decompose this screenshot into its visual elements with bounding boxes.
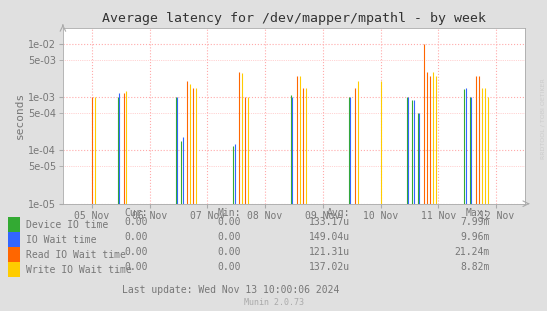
Text: 149.04u: 149.04u (309, 232, 350, 242)
Text: Max:: Max: (466, 208, 490, 218)
Text: IO Wait time: IO Wait time (26, 235, 97, 245)
Text: Cur:: Cur: (124, 208, 148, 218)
Text: 0.00: 0.00 (217, 217, 241, 227)
Text: 0.00: 0.00 (124, 262, 148, 272)
Text: Device IO time: Device IO time (26, 220, 108, 230)
Text: 0.00: 0.00 (124, 247, 148, 257)
Text: Last update: Wed Nov 13 10:00:06 2024: Last update: Wed Nov 13 10:00:06 2024 (122, 285, 339, 295)
Text: Min:: Min: (217, 208, 241, 218)
Text: Write IO Wait time: Write IO Wait time (26, 265, 132, 275)
Y-axis label: seconds: seconds (15, 92, 25, 139)
Text: 137.02u: 137.02u (309, 262, 350, 272)
Text: Read IO Wait time: Read IO Wait time (26, 250, 126, 260)
Text: RRDTOOL / TOBI OETIKER: RRDTOOL / TOBI OETIKER (540, 78, 546, 159)
Text: Munin 2.0.73: Munin 2.0.73 (243, 298, 304, 307)
Text: 8.82m: 8.82m (460, 262, 490, 272)
Text: 0.00: 0.00 (217, 262, 241, 272)
Text: 133.17u: 133.17u (309, 217, 350, 227)
Text: 121.31u: 121.31u (309, 247, 350, 257)
Text: 7.99m: 7.99m (460, 217, 490, 227)
Text: 0.00: 0.00 (217, 232, 241, 242)
Title: Average latency for /dev/mapper/mpathl - by week: Average latency for /dev/mapper/mpathl -… (102, 12, 486, 26)
Text: 9.96m: 9.96m (460, 232, 490, 242)
Text: 0.00: 0.00 (124, 217, 148, 227)
Text: 0.00: 0.00 (217, 247, 241, 257)
Text: 0.00: 0.00 (124, 232, 148, 242)
Text: Avg:: Avg: (327, 208, 350, 218)
Text: 21.24m: 21.24m (455, 247, 490, 257)
